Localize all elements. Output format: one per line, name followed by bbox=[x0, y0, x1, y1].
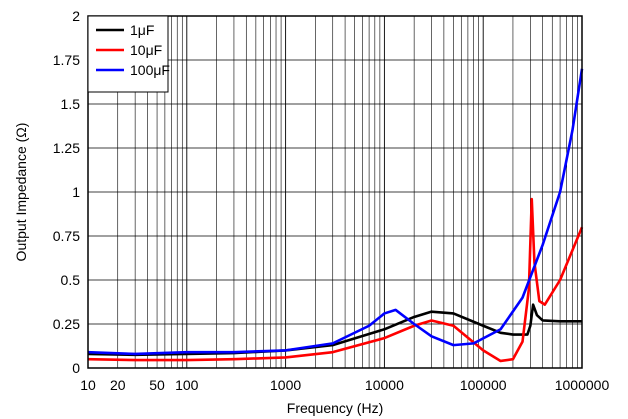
y-tick-label: 1.25 bbox=[53, 140, 80, 156]
x-tick-label: 100000 bbox=[460, 377, 507, 393]
x-tick-label: 50 bbox=[149, 377, 165, 393]
legend-label: 1μF bbox=[130, 22, 154, 38]
y-tick-label: 1 bbox=[72, 184, 80, 200]
y-tick-label: 0 bbox=[72, 360, 80, 376]
legend-box bbox=[87, 15, 169, 93]
legend-label: 100μF bbox=[130, 62, 170, 78]
y-tick-label: 0.25 bbox=[53, 316, 80, 332]
legend-label: 10μF bbox=[130, 42, 162, 58]
series-layer bbox=[87, 68, 584, 363]
x-tick-label: 1000000 bbox=[555, 377, 610, 393]
y-tick-labels: 0 0.25 0.5 0.75 1 1.25 1.5 1.75 2 bbox=[53, 8, 80, 376]
grid-lines bbox=[88, 16, 582, 368]
y-tick-label: 1.5 bbox=[61, 96, 81, 112]
x-tick-label: 10 bbox=[80, 377, 96, 393]
series-line bbox=[87, 68, 584, 356]
series-line bbox=[87, 303, 582, 357]
legend: 1μF 10μF 100μF bbox=[87, 15, 170, 93]
x-tick-labels: 10 20 50 100 1000 10000 100000 1000000 bbox=[80, 377, 609, 393]
x-tick-label: 10000 bbox=[365, 377, 404, 393]
series-line bbox=[87, 197, 584, 363]
y-tick-label: 1.75 bbox=[53, 52, 80, 68]
x-tick-label: 100 bbox=[175, 377, 199, 393]
y-axis-label: Output Impedance (Ω) bbox=[13, 123, 29, 262]
x-tick-label: 1000 bbox=[270, 377, 301, 393]
x-axis-label: Frequency (Hz) bbox=[287, 400, 383, 416]
plot-frame bbox=[87, 15, 583, 369]
y-tick-label: 2 bbox=[72, 8, 80, 24]
y-tick-label: 0.5 bbox=[61, 272, 81, 288]
x-tick-label: 20 bbox=[110, 377, 126, 393]
y-tick-label: 0.75 bbox=[53, 228, 80, 244]
